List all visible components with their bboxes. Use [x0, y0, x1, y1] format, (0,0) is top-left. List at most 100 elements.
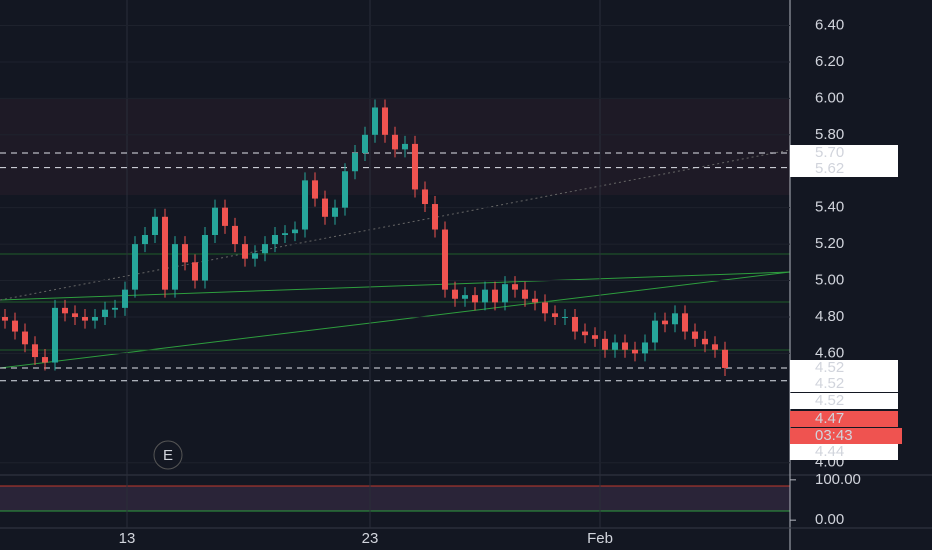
candle-body	[82, 316, 88, 321]
candle-body	[612, 342, 618, 350]
candle-body	[272, 235, 278, 245]
candle-body	[432, 204, 438, 230]
price-label-box	[790, 376, 898, 392]
candle-body	[22, 331, 28, 345]
candle-body	[12, 320, 18, 332]
candle-body	[582, 331, 588, 336]
candle-body	[332, 207, 338, 217]
candle-body	[252, 253, 258, 259]
candle-body	[132, 244, 138, 290]
earnings-marker	[153, 440, 183, 470]
candle-body	[232, 225, 238, 245]
price-label: 4.52	[815, 375, 844, 392]
candle-body	[682, 313, 688, 332]
y-tick-label: 6.20	[815, 53, 844, 70]
candle-body	[462, 295, 468, 299]
x-tick-label: Feb	[587, 530, 613, 547]
candle-body	[592, 335, 598, 339]
candle-body	[222, 207, 228, 226]
candle-body	[602, 338, 608, 350]
candle-body	[512, 284, 518, 290]
candle-body	[352, 153, 358, 172]
candle-body	[282, 233, 288, 235]
candle-body	[382, 107, 388, 135]
candle-body	[62, 307, 68, 314]
candle-body	[162, 216, 168, 290]
candle-body	[212, 207, 218, 235]
candle-body	[562, 316, 568, 318]
price-label: 4.47	[815, 410, 844, 427]
candle-body	[442, 229, 448, 290]
oscillator-tick-label: 0.00	[815, 511, 844, 528]
trend-line	[0, 271, 791, 369]
candle-body	[242, 244, 248, 259]
candle-body	[372, 107, 378, 135]
price-label: 4.44	[815, 443, 844, 460]
candle-body	[312, 180, 318, 199]
y-tick-label: 4.80	[815, 308, 844, 325]
price-label-box	[790, 360, 898, 376]
candle-body	[532, 298, 538, 303]
candle-body	[72, 313, 78, 317]
candle-body	[322, 198, 328, 217]
price-label-box	[790, 444, 898, 460]
candle-body	[182, 244, 188, 263]
price-label: 5.70	[815, 144, 844, 161]
candle-body	[362, 134, 368, 154]
price-label-box	[790, 393, 898, 409]
y-tick-label: 5.00	[815, 272, 844, 289]
candle-body	[552, 313, 558, 317]
candle-body	[572, 316, 578, 332]
candle-body	[422, 189, 428, 205]
candle-body	[262, 244, 268, 254]
candle-body	[392, 134, 398, 150]
candle-body	[472, 295, 478, 303]
y-tick-label: 5.40	[815, 199, 844, 216]
price-label: 4.52	[815, 359, 844, 376]
trend-line	[0, 149, 791, 301]
candle-body	[622, 342, 628, 350]
candle-body	[452, 289, 458, 299]
candle-body	[412, 143, 418, 190]
candle-body	[192, 262, 198, 281]
candle-body	[632, 349, 638, 354]
y-tick-label: 6.40	[815, 16, 844, 33]
price-label-box	[790, 161, 898, 177]
candle-body	[712, 344, 718, 350]
candle-body	[92, 316, 98, 321]
candle-body	[2, 316, 8, 321]
candle-body	[722, 349, 728, 368]
candle-body	[522, 289, 528, 299]
price-label-box	[790, 411, 898, 427]
candle-body	[122, 289, 128, 308]
candle-body	[692, 331, 698, 339]
candle-body	[292, 229, 298, 234]
y-tick-label: 5.20	[815, 235, 844, 252]
oscillator-band	[0, 486, 790, 511]
price-label: 5.62	[815, 160, 844, 177]
candle-body	[652, 320, 658, 343]
candle-body	[702, 338, 708, 345]
candle-body	[542, 302, 548, 314]
candle-body	[42, 357, 48, 363]
x-tick-label: 13	[119, 530, 136, 547]
candle-body	[52, 307, 58, 363]
price-label-box	[790, 428, 902, 444]
candle-body	[102, 309, 108, 317]
earnings-marker-label: E	[163, 447, 173, 464]
candle-body	[672, 313, 678, 325]
candle-body	[112, 307, 118, 310]
candle-body	[492, 289, 498, 303]
y-tick-label: 6.00	[815, 89, 844, 106]
candle-body	[172, 244, 178, 290]
candle-body	[142, 235, 148, 245]
candle-body	[482, 289, 488, 303]
candle-body	[642, 342, 648, 354]
y-tick-label: 5.80	[815, 126, 844, 143]
price-label-box	[790, 145, 898, 161]
x-tick-label: 23	[362, 530, 379, 547]
price-label: 4.52	[815, 392, 844, 409]
price-label: 03:43	[815, 427, 853, 444]
